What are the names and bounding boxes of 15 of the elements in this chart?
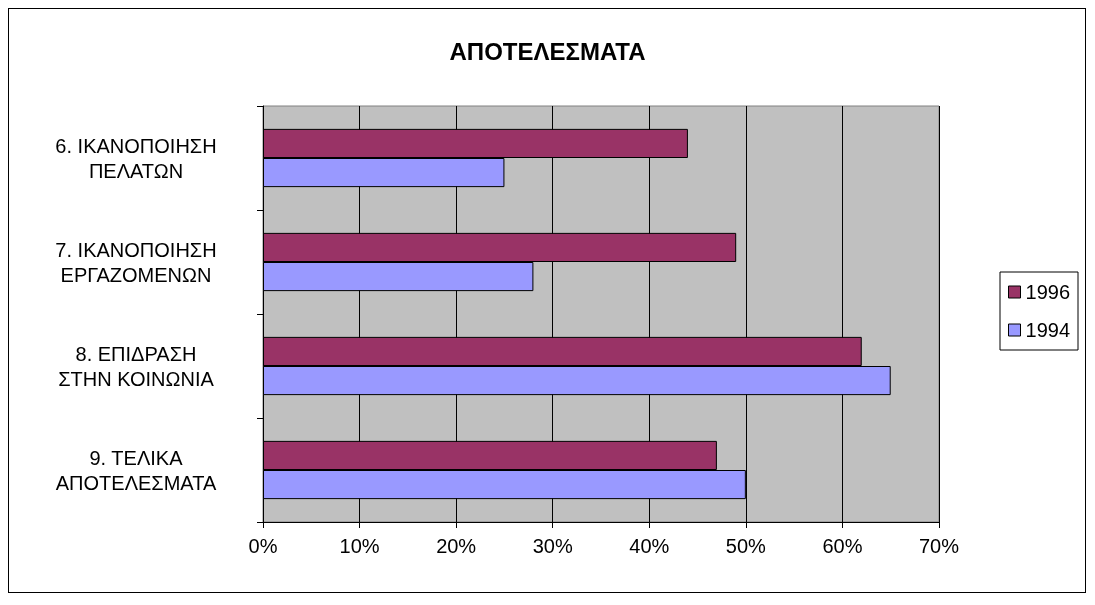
legend-label: 1994 bbox=[1025, 319, 1071, 341]
x-tick-label: 0% bbox=[248, 535, 278, 557]
x-tick-label: 70% bbox=[918, 535, 960, 557]
x-tick-label: 30% bbox=[532, 535, 573, 557]
x-tick-label: 10% bbox=[339, 535, 380, 557]
y-tick-label: 6. ΙΚΑΝΟΠΟΙΗΣΗ ΠΕΛΑΤΩΝ bbox=[55, 134, 217, 182]
y-tick-label: 7. ΙΚΑΝΟΠΟΙΗΣΗ ΕΡΓΑΖΟΜΕΝΩΝ bbox=[55, 238, 217, 286]
chart-title: ΑΠΟΤΕΛΕΣΜΑΤΑ bbox=[449, 37, 646, 65]
x-tick-label: 60% bbox=[822, 535, 863, 557]
y-tick-label: 9. ΤΕΛΙΚΑ ΑΠΟΤΕΛΕΣΜΑΤΑ bbox=[55, 446, 217, 494]
y-tick-label: 8. ΕΠΙΔΡΑΣΗ ΣΤΗΝ ΚΟΙΝΩΝΙΑ bbox=[58, 342, 215, 390]
legend-label: 1996 bbox=[1025, 281, 1071, 303]
x-tick-label: 20% bbox=[436, 535, 477, 557]
x-tick-label: 50% bbox=[725, 535, 767, 557]
x-tick-label: 40% bbox=[629, 535, 670, 557]
